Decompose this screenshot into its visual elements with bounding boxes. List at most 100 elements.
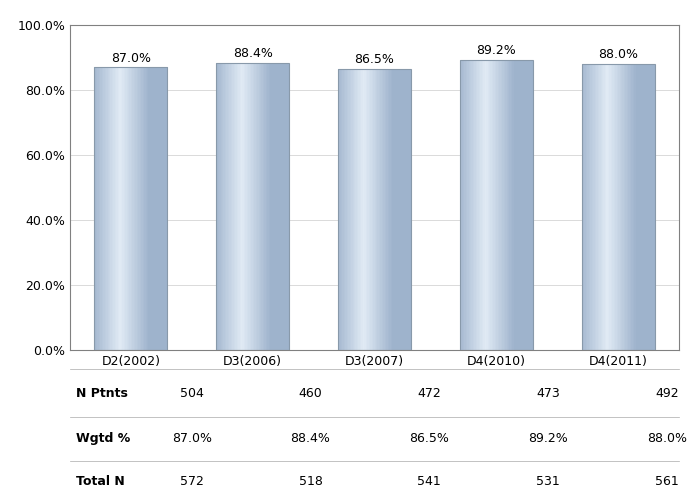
Bar — [162, 67, 163, 350]
Bar — [391, 69, 392, 350]
Bar — [94, 67, 96, 350]
Text: 89.2%: 89.2% — [528, 432, 568, 445]
Bar — [262, 62, 263, 350]
Text: 531: 531 — [536, 475, 560, 488]
Bar — [118, 67, 119, 350]
Bar — [470, 60, 472, 350]
Bar — [380, 69, 382, 350]
Text: 88.4%: 88.4% — [233, 47, 272, 60]
Text: 492: 492 — [655, 387, 678, 400]
Bar — [153, 67, 155, 350]
Bar — [384, 69, 385, 350]
Bar — [587, 64, 589, 350]
Bar — [621, 64, 622, 350]
Bar — [234, 62, 235, 350]
Bar — [505, 60, 507, 350]
Bar — [150, 67, 151, 350]
Bar — [274, 62, 277, 350]
Bar — [248, 62, 250, 350]
Bar — [492, 60, 493, 350]
Bar — [484, 60, 486, 350]
Bar — [284, 62, 285, 350]
Bar — [590, 64, 592, 350]
Bar — [354, 69, 356, 350]
Bar — [460, 60, 533, 350]
Text: Total N: Total N — [76, 475, 125, 488]
Text: 504: 504 — [180, 387, 204, 400]
Bar — [276, 62, 278, 350]
Text: 541: 541 — [417, 475, 441, 488]
Bar — [258, 62, 260, 350]
Bar — [410, 69, 411, 350]
Bar — [596, 64, 598, 350]
Bar — [633, 64, 634, 350]
Bar — [630, 64, 631, 350]
Bar — [277, 62, 279, 350]
Bar — [395, 69, 396, 350]
Text: 87.0%: 87.0% — [172, 432, 212, 445]
Bar — [589, 64, 591, 350]
Bar — [124, 67, 125, 350]
Bar — [342, 69, 344, 350]
Bar — [598, 64, 599, 350]
Bar — [512, 60, 514, 350]
Bar — [463, 60, 464, 350]
Bar — [643, 64, 645, 350]
Bar — [223, 62, 225, 350]
Bar — [486, 60, 488, 350]
Bar — [385, 69, 386, 350]
Bar — [523, 60, 524, 350]
Bar — [636, 64, 637, 350]
Bar — [141, 67, 143, 350]
Bar — [344, 69, 345, 350]
Bar — [606, 64, 608, 350]
Bar — [641, 64, 643, 350]
Bar — [103, 67, 105, 350]
Bar — [356, 69, 357, 350]
Bar — [220, 62, 222, 350]
Bar — [163, 67, 164, 350]
Bar — [120, 67, 122, 350]
Bar — [477, 60, 479, 350]
Bar — [528, 60, 530, 350]
Bar — [638, 64, 640, 350]
Bar — [260, 62, 262, 350]
Bar — [599, 64, 601, 350]
Bar — [159, 67, 160, 350]
Bar — [602, 64, 603, 350]
Bar — [629, 64, 630, 350]
Bar — [467, 60, 469, 350]
Bar — [401, 69, 402, 350]
Bar — [511, 60, 512, 350]
Bar — [526, 60, 527, 350]
Bar — [144, 67, 146, 350]
Bar — [466, 60, 467, 350]
Bar — [627, 64, 629, 350]
Bar — [140, 67, 141, 350]
Bar — [592, 64, 594, 350]
Bar — [530, 60, 531, 350]
Bar — [372, 69, 373, 350]
Bar — [341, 69, 342, 350]
Bar — [373, 69, 374, 350]
Bar — [476, 60, 477, 350]
Bar — [595, 64, 596, 350]
Bar — [472, 60, 473, 350]
Text: 86.5%: 86.5% — [410, 432, 449, 445]
Bar — [393, 69, 395, 350]
Bar — [608, 64, 610, 350]
Bar — [360, 69, 361, 350]
Bar — [489, 60, 491, 350]
Bar — [622, 64, 624, 350]
Bar — [461, 60, 463, 350]
Bar — [518, 60, 520, 350]
Bar — [502, 60, 504, 350]
Bar — [338, 69, 339, 350]
Text: 472: 472 — [417, 387, 441, 400]
Bar — [127, 67, 128, 350]
Bar — [242, 62, 244, 350]
Bar — [147, 67, 148, 350]
Bar — [340, 69, 341, 350]
Bar — [392, 69, 393, 350]
Text: 88.4%: 88.4% — [290, 432, 330, 445]
